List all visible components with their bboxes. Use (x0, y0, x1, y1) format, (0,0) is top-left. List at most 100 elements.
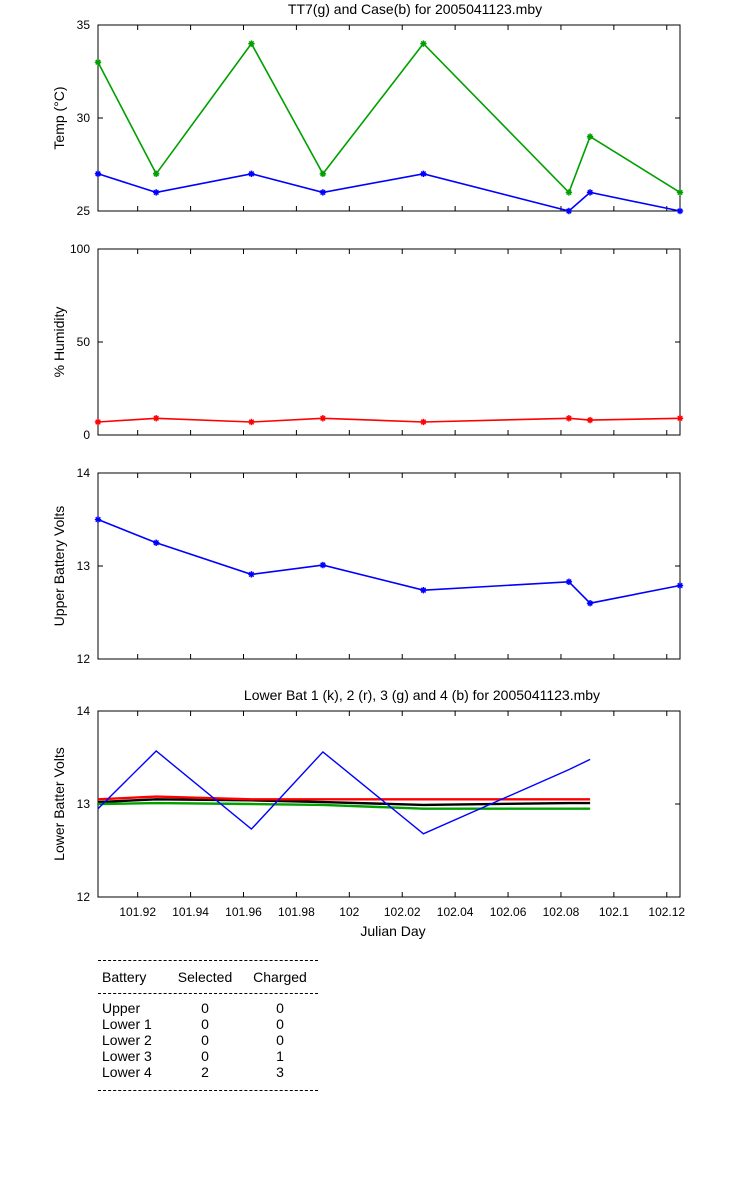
point-marker (420, 40, 427, 47)
marker-stroke (153, 539, 159, 546)
marker-stroke (566, 415, 572, 422)
series-line-2 (97, 172, 681, 212)
x-tick-label: 102.04 (437, 905, 474, 919)
marker-stroke (587, 189, 593, 196)
marker-stroke (677, 415, 683, 422)
point-marker (248, 571, 255, 578)
figure: 25 30 35 TT7(g) and Case(b) for 2005041123.… (51, 1, 685, 939)
point-marker (420, 418, 427, 426)
chart-title: TT7(g) and Case(b) for 2005041123.mby (288, 1, 542, 17)
table-header-rule (98, 993, 318, 994)
chart-panel-4: 101.92 101.94 101.96 101.98 102 102.02 102.04 1… (51, 687, 685, 939)
marker-stroke (566, 189, 572, 196)
point-marker (153, 189, 160, 196)
row-selected: 0 (201, 1048, 209, 1064)
point-marker (586, 133, 594, 140)
marker-stroke (420, 587, 427, 593)
series-line-1 (97, 518, 681, 605)
point-marker (586, 416, 594, 424)
chart-panel-2: 0 50 100 % Humidity (51, 242, 684, 442)
marker-stroke (677, 189, 683, 196)
y-tick-label: 14 (77, 466, 91, 480)
x-tick-label: 102.12 (648, 905, 685, 919)
row-battery-name: Lower 2 (102, 1032, 152, 1048)
point-marker (565, 578, 573, 586)
x-tick-label: 102 (339, 905, 359, 919)
chart-panel-3: 12 13 14 Upper Battery Volts (51, 466, 684, 666)
point-marker (586, 189, 594, 196)
row-charged: 0 (276, 1032, 284, 1048)
point-marker (565, 207, 573, 215)
table-row: Lower 1 0 0 (98, 1016, 318, 1032)
point-marker (420, 586, 427, 594)
series-line-1 (97, 798, 591, 807)
y-tick-label: 13 (77, 797, 91, 811)
row-battery-name: Lower 4 (102, 1064, 152, 1080)
table-row: Lower 2 0 0 (98, 1032, 318, 1048)
y-tick-label: 30 (77, 111, 91, 125)
table-row: Lower 3 0 1 (98, 1048, 318, 1064)
point-marker (319, 189, 327, 196)
marker-stroke (420, 40, 427, 47)
y-tick-label: 12 (77, 890, 91, 904)
header-charged: Charged (253, 969, 307, 985)
row-charged: 0 (276, 1000, 284, 1016)
marker-stroke (320, 562, 326, 568)
y-axis-label: Lower Batter Volts (51, 747, 67, 861)
plot-frame (97, 248, 681, 436)
marker-stroke (677, 208, 683, 214)
header-selected: Selected (177, 969, 233, 985)
header-battery: Battery (102, 969, 147, 985)
point-marker (676, 189, 684, 196)
x-tick-label: 101.96 (225, 905, 262, 919)
point-marker (319, 561, 327, 569)
row-battery-name: Lower 1 (102, 1016, 152, 1032)
row-selected: 0 (201, 1016, 209, 1032)
point-marker (676, 582, 684, 589)
marker-stroke (248, 40, 255, 47)
marker-stroke (248, 171, 255, 177)
row-charged: 0 (276, 1016, 284, 1032)
marker-stroke (320, 189, 326, 196)
point-marker (676, 207, 684, 215)
row-charged: 3 (276, 1064, 284, 1080)
row-battery-name: Upper (102, 1000, 141, 1016)
x-tick-label: 102.1 (599, 905, 629, 919)
marker-stroke (587, 417, 593, 423)
x-tick-label: 102.08 (543, 905, 580, 919)
x-axis-label: Julian Day (360, 923, 425, 939)
table-row: Upper 0 0 (98, 1000, 318, 1016)
row-battery-name: Lower 3 (102, 1048, 152, 1064)
marker-stroke (587, 600, 593, 606)
marker-stroke (95, 59, 101, 65)
y-tick-label: 100 (70, 242, 90, 256)
x-tick-label: 101.98 (278, 905, 315, 919)
marker-stroke (677, 582, 683, 589)
marker-stroke (248, 419, 255, 425)
point-marker (565, 415, 573, 422)
y-axis-label: Temp (°C) (51, 86, 67, 149)
chart-panel-1: 25 30 35 TT7(g) and Case(b) for 2005041123.… (51, 1, 684, 218)
series-line-4 (97, 750, 591, 835)
y-tick-label: 50 (77, 335, 91, 349)
plot-frame (97, 472, 681, 660)
point-marker (94, 418, 102, 426)
marker-stroke (566, 579, 572, 585)
table-bottom-rule (98, 1090, 318, 1091)
point-marker (319, 415, 327, 422)
marker-stroke (248, 571, 255, 578)
point-marker (565, 189, 573, 196)
table-header-row: Battery Selected Charged (98, 961, 318, 993)
point-marker (586, 600, 594, 607)
marker-stroke (587, 133, 593, 140)
series-line-1 (97, 417, 681, 423)
point-marker (248, 170, 255, 177)
x-tick-label: 102.02 (384, 905, 421, 919)
point-marker (94, 59, 102, 66)
row-selected: 0 (201, 1032, 209, 1048)
battery-status-table: Battery Selected Charged Upper 0 0 Lower… (98, 960, 318, 1091)
series-line-2 (97, 795, 591, 801)
plot-frame (97, 24, 681, 212)
y-axis-label: % Humidity (51, 307, 67, 378)
point-marker (94, 170, 102, 177)
